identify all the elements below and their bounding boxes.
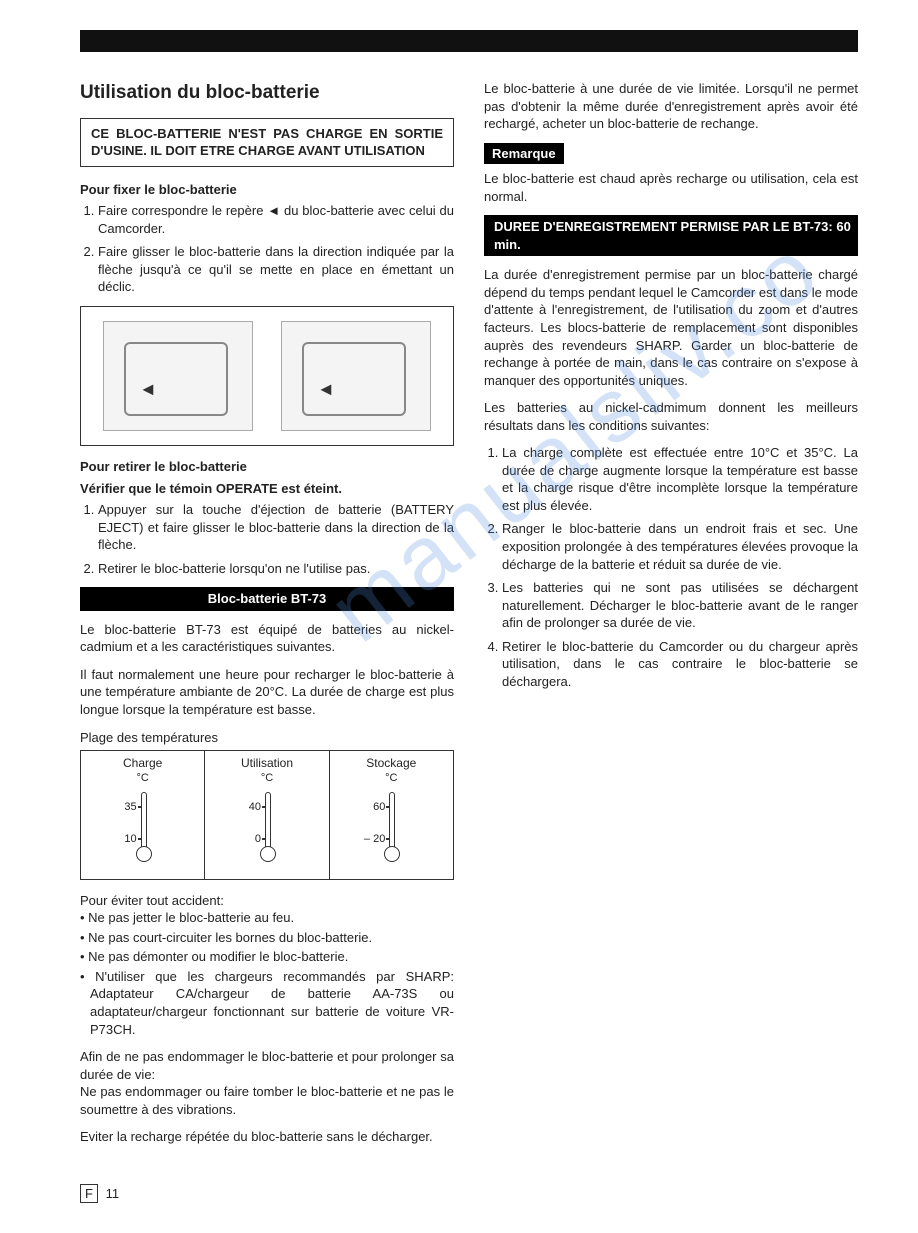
remove-battery-heading-1: Pour retirer le bloc-batterie <box>80 458 454 476</box>
thermometer-icon: 40 0 <box>237 788 297 866</box>
avoid-accident-list: Ne pas jetter le bloc-batterie au feu. N… <box>80 909 454 1038</box>
camcorder-illustration <box>80 306 454 446</box>
fix-battery-steps: Faire correspondre le repère ◄ du bloc-b… <box>80 202 454 296</box>
condition-1: La charge complète est effectuée entre 1… <box>502 444 858 514</box>
damage-paragraph-3: Eviter la recharge répétée du bloc-batte… <box>80 1128 454 1146</box>
temp-col-use: Utilisation °C 40 0 <box>205 751 329 880</box>
remove-battery-heading-2: Vérifier que le témoin OPERATE est étein… <box>80 480 454 498</box>
fix-step-2: Faire glisser le bloc-batterie dans la d… <box>98 243 454 296</box>
temperature-table: Charge °C 35 10 Utilisation °C 40 0 <box>80 750 454 880</box>
temp-use-lo: 0 <box>229 832 261 847</box>
temp-store-lo: – 20 <box>353 832 385 847</box>
temp-charge-unit: °C <box>83 771 202 786</box>
condition-3: Les batteries qui ne sont pas utilisées … <box>502 579 858 632</box>
remove-step-2: Retirer le bloc-batterie lorsqu'on ne l'… <box>98 560 454 578</box>
temp-charge-head: Charge <box>83 755 202 771</box>
remarque-label: Remarque <box>484 143 564 165</box>
temp-store-hi: 60 <box>359 800 385 815</box>
limited-life-paragraph: Le bloc-batterie à une durée de vie limi… <box>484 80 858 133</box>
right-column: Le bloc-batterie à une durée de vie limi… <box>484 80 858 1156</box>
conditions-list: La charge complète est effectuée entre 1… <box>484 444 858 690</box>
avoid-item-3: Ne pas démonter ou modifier le bloc-batt… <box>80 948 454 966</box>
camcorder-drawing-left <box>103 321 253 431</box>
avoid-accident-heading: Pour éviter tout accident: <box>80 892 454 910</box>
duration-paragraph-2: Les batteries au nickel-cadmimum donnent… <box>484 399 858 434</box>
duration-paragraph-1: La durée d'enregistrement permise par un… <box>484 266 858 389</box>
remove-battery-steps: Appuyer sur la touche d'éjection de batt… <box>80 501 454 577</box>
temp-use-head: Utilisation <box>207 755 326 771</box>
temperature-range-label: Plage des températures <box>80 729 454 747</box>
temp-charge-lo: 10 <box>105 832 137 847</box>
temp-use-unit: °C <box>207 771 326 786</box>
temp-charge-hi: 35 <box>111 800 137 815</box>
bt73-section-bar: Bloc-batterie BT-73 <box>80 587 454 611</box>
temp-col-charge: Charge °C 35 10 <box>81 751 205 880</box>
temp-store-head: Stockage <box>332 755 451 771</box>
temp-use-hi: 40 <box>235 800 261 815</box>
avoid-item-2: Ne pas court-circuiter les bornes du blo… <box>80 929 454 947</box>
thermometer-icon: 35 10 <box>113 788 173 866</box>
charge-warning-box: CE BLOC-BATTERIE N'EST PAS CHARGE EN SOR… <box>80 118 454 167</box>
recording-duration-bar: DUREE D'ENREGISTREMENT PERMISE PAR LE BT… <box>484 215 858 256</box>
damage-paragraph-1: Afin de ne pas endommager le bloc-batter… <box>80 1048 454 1083</box>
avoid-item-1: Ne pas jetter le bloc-batterie au feu. <box>80 909 454 927</box>
temp-col-store: Stockage °C 60 – 20 <box>329 751 453 880</box>
avoid-item-4: N'utiliser que les chargeurs recommandés… <box>80 968 454 1038</box>
top-black-bar <box>80 30 858 52</box>
fix-battery-heading: Pour fixer le bloc-batterie <box>80 181 454 199</box>
bt73-paragraph-2: Il faut normalement une heure pour recha… <box>80 666 454 719</box>
page-title: Utilisation du bloc-batterie <box>80 80 454 106</box>
remarque-text: Le bloc-batterie est chaud après recharg… <box>484 170 858 205</box>
page-footer: F 11 <box>80 1184 858 1204</box>
two-column-layout: Utilisation du bloc-batterie CE BLOC-BAT… <box>80 80 858 1156</box>
condition-2: Ranger le bloc-batterie dans un endroit … <box>502 520 858 573</box>
damage-paragraph-2: Ne pas endommager ou faire tomber le blo… <box>80 1083 454 1118</box>
fix-step-1: Faire correspondre le repère ◄ du bloc-b… <box>98 202 454 237</box>
page-language-badge: F <box>80 1184 98 1204</box>
temp-store-unit: °C <box>332 771 451 786</box>
condition-4: Retirer le bloc-batterie du Camcorder ou… <box>502 638 858 691</box>
page-number: 11 <box>106 1186 120 1201</box>
remove-step-1: Appuyer sur la touche d'éjection de batt… <box>98 501 454 554</box>
camcorder-drawing-right <box>281 321 431 431</box>
thermometer-icon: 60 – 20 <box>361 788 421 866</box>
bt73-paragraph-1: Le bloc-batterie BT-73 est équipé de bat… <box>80 621 454 656</box>
left-column: Utilisation du bloc-batterie CE BLOC-BAT… <box>80 80 454 1156</box>
